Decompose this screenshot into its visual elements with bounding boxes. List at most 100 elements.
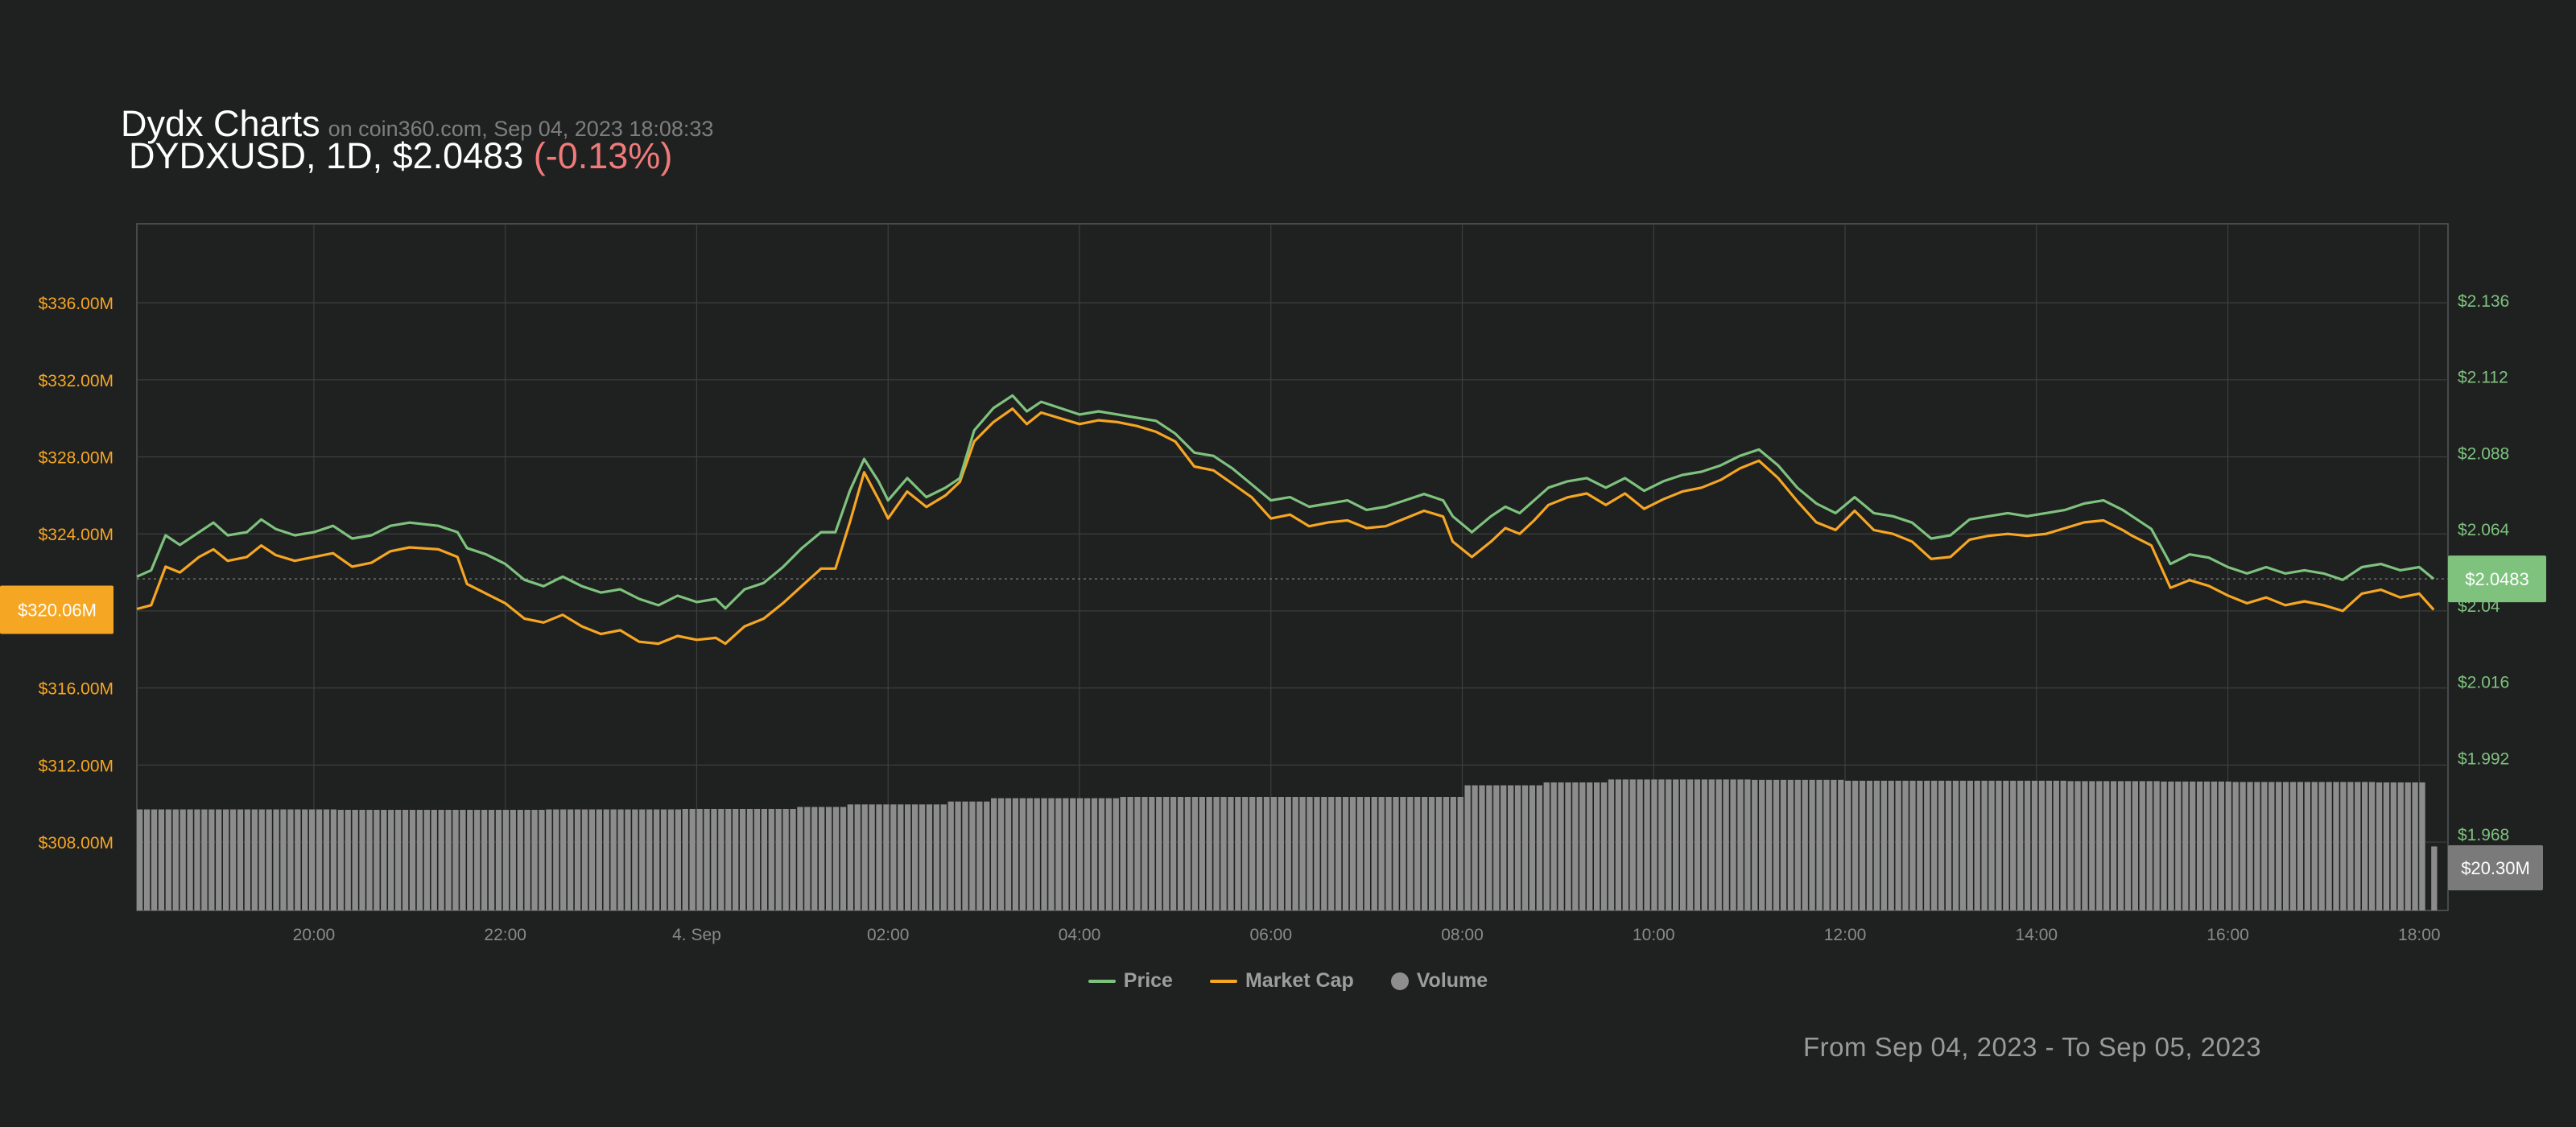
volume-bar <box>2139 781 2145 910</box>
volume-bar <box>1120 797 1126 910</box>
volume-bar <box>997 798 1005 910</box>
volume-bar <box>1098 798 1105 910</box>
volume-bar <box>2333 782 2339 910</box>
volume-bar <box>840 807 847 910</box>
x-tick-label: 22:00 <box>484 926 526 944</box>
volume-bar <box>510 810 516 910</box>
volume-bar <box>546 809 552 910</box>
volume-bar <box>854 804 861 910</box>
volume-bar <box>2017 780 2024 910</box>
volume-bar <box>718 808 724 910</box>
volume-bar <box>1113 798 1119 910</box>
volume-bar <box>2060 780 2066 910</box>
volume-bar <box>1342 797 1349 910</box>
volume-bar <box>1550 782 1557 910</box>
volume-bar <box>2247 782 2253 910</box>
volume-bar <box>553 809 559 910</box>
volume-bar <box>2268 782 2275 910</box>
legend-item-volume[interactable]: Volume <box>1390 969 1488 993</box>
volume-bar <box>1486 785 1492 910</box>
volume-bar <box>1321 797 1327 910</box>
volume-bar <box>1063 798 1069 910</box>
volume-bar <box>2067 781 2074 910</box>
volume-bar <box>1041 798 1047 910</box>
volume-bar <box>1629 779 1636 910</box>
volume-bar <box>1479 785 1485 910</box>
volume-bar <box>1077 798 1084 910</box>
volume-dot-icon <box>1390 972 1409 990</box>
volume-bar <box>531 810 538 910</box>
volume-bar <box>1622 779 1629 910</box>
volume-bar <box>1673 779 1679 910</box>
volume-bar <box>646 809 653 910</box>
volume-bar <box>1220 797 1227 910</box>
volume-bar <box>488 810 495 910</box>
legend-item-price[interactable]: Price <box>1088 969 1173 993</box>
volume-bar <box>438 810 444 910</box>
volume-bar <box>940 804 947 910</box>
volume-bar <box>861 804 868 910</box>
volume-bar <box>1285 797 1291 910</box>
volume-bar <box>1105 798 1112 910</box>
volume-bar <box>1880 780 1887 910</box>
volume-bar <box>1773 779 1780 910</box>
volume-bar <box>208 809 215 910</box>
legend-item-market-cap[interactable]: Market Cap <box>1209 969 1354 993</box>
volume-bar <box>1314 797 1320 910</box>
volume-bar <box>1873 780 1880 910</box>
volume-bar <box>1019 798 1026 910</box>
right-tick-label: $2.088 <box>2458 444 2509 463</box>
volume-bar <box>1744 779 1751 910</box>
volume-bar <box>689 808 696 910</box>
volume-bar <box>2038 780 2046 910</box>
current-value-tags: $320.06M $2.0483 $20.30M <box>0 555 2546 890</box>
volume-bar <box>1737 779 1744 910</box>
x-tick-label: 14:00 <box>2016 926 2058 944</box>
volume-bar <box>1794 779 1801 910</box>
volume-bar <box>222 809 229 910</box>
volume-bar <box>2412 782 2418 910</box>
volume-bar <box>1070 798 1076 910</box>
volume-bar <box>1048 798 1055 910</box>
volume-bar <box>1536 785 1542 910</box>
volume-bar <box>2276 782 2282 910</box>
volume-bar <box>1400 797 1406 910</box>
volume-bar <box>1371 797 1377 910</box>
volume-bar <box>667 809 675 910</box>
volume-bar <box>926 804 933 910</box>
volume-bar <box>2132 781 2139 910</box>
volume-bar <box>947 801 954 910</box>
volume-bar <box>409 810 416 910</box>
volume-bar <box>1407 797 1414 910</box>
volume-bar <box>1608 779 1615 910</box>
volume-bar <box>1572 782 1579 910</box>
volume-bar <box>1644 779 1650 910</box>
volume-bar <box>890 804 897 910</box>
market-cap-line <box>136 407 2435 646</box>
volume-bar <box>366 810 373 910</box>
volume-bar <box>1464 785 1471 910</box>
volume-bar <box>172 809 179 910</box>
chart-legend: Price Market Cap Volume <box>0 969 2576 993</box>
volume-bar <box>495 810 502 910</box>
volume-bar <box>295 809 301 910</box>
volume-bar <box>790 808 796 910</box>
price-swatch <box>1088 979 1116 983</box>
volume-bar <box>733 808 739 910</box>
volume-bar <box>323 809 330 910</box>
volume-bar <box>984 801 990 910</box>
volume-bar <box>1263 797 1270 910</box>
volume-bar <box>1378 797 1385 910</box>
left-tick-label: $328.00M <box>39 449 114 468</box>
volume-bar <box>711 808 717 910</box>
volume-bar <box>768 808 774 910</box>
volume-bar <box>1213 797 1220 910</box>
volume-bar <box>1521 785 1529 910</box>
volume-bar <box>581 809 588 910</box>
right-tick-label: $2.112 <box>2458 369 2508 387</box>
volume-bar <box>1895 780 1901 910</box>
volume-bar <box>352 810 358 910</box>
volume-bar <box>137 809 143 910</box>
volume-bar <box>1199 797 1205 910</box>
